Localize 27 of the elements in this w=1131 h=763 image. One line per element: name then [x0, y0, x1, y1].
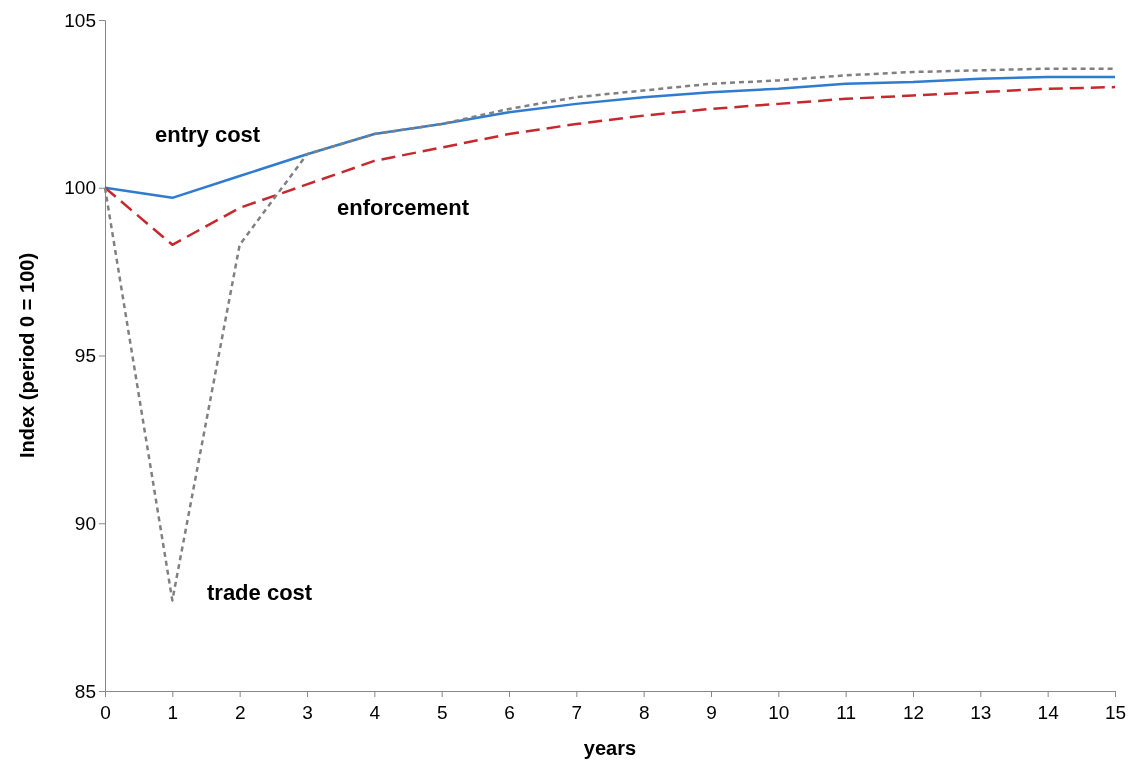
y-tick-label: 85: [74, 680, 96, 702]
x-tick-label: 0: [100, 702, 111, 723]
x-tick-label: 11: [836, 702, 857, 723]
line-series: [103, 85, 1117, 247]
x-tick-label: 14: [1037, 702, 1060, 723]
x-axis-title: years: [583, 737, 637, 759]
series-label: entry cost: [155, 122, 261, 147]
y-tick-label: 105: [64, 9, 96, 31]
x-tick-label: 10: [768, 702, 790, 723]
y-tick-label: 100: [64, 177, 96, 199]
x-tick-label: 8: [638, 702, 650, 723]
x-tick-label: 7: [571, 702, 583, 723]
x-tick-label: 15: [1104, 702, 1127, 723]
x-tick-label: 12: [902, 702, 925, 723]
x-tick-label: 3: [302, 702, 313, 723]
y-tick-label: 95: [74, 345, 96, 367]
y-tick-label: 90: [74, 512, 96, 534]
x-tick-label: 4: [369, 702, 381, 723]
x-tick-label: 6: [504, 702, 515, 723]
y-axis-title: Index (period 0 = 100): [16, 252, 38, 459]
x-tick-label: 5: [436, 702, 448, 723]
x-tick-label: 9: [706, 702, 717, 723]
x-tick-label: 2: [234, 702, 246, 723]
x-tick-label: 13: [970, 702, 992, 723]
series-label: trade cost: [207, 580, 313, 605]
x-tick-label: 1: [167, 702, 179, 723]
series-label: enforcement: [337, 195, 470, 220]
